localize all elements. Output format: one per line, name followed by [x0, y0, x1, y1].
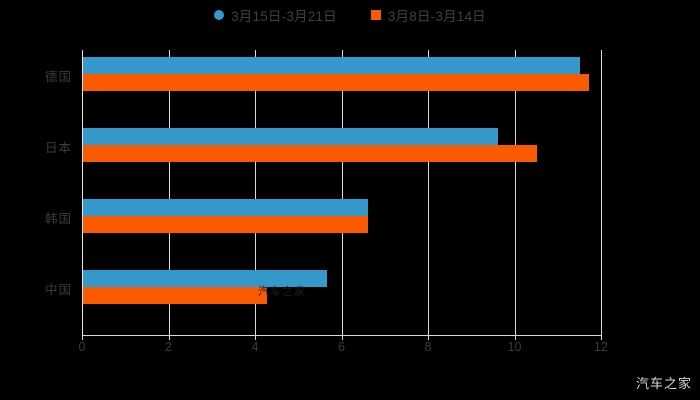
x-axis-tick-label: 8 — [424, 340, 432, 354]
gridline — [428, 50, 429, 335]
bar — [83, 73, 590, 91]
legend-item[interactable]: 3月15日-3月21日 — [214, 5, 337, 25]
legend-item[interactable]: 3月8日-3月14日 — [370, 5, 486, 25]
x-axis-tick-mark — [168, 335, 170, 340]
x-axis-tick-mark — [82, 335, 83, 340]
x-axis-tick-mark — [514, 335, 516, 340]
plot-area — [82, 50, 602, 335]
x-axis-tick-label: 12 — [594, 340, 608, 354]
x-axis-tick-label: 4 — [251, 340, 259, 354]
circle-marker-icon — [214, 10, 225, 20]
bar — [83, 199, 369, 217]
chart-legend: 3月15日-3月21日 3月8日-3月14日 — [0, 0, 700, 30]
bar — [83, 270, 328, 288]
x-axis-tick-label: 6 — [338, 340, 345, 354]
gridline — [168, 50, 170, 335]
gridline — [601, 50, 602, 335]
gridline — [514, 50, 516, 335]
legend-item-label: 3月15日-3月21日 — [231, 9, 337, 24]
gridline — [255, 50, 256, 335]
gridline — [341, 50, 343, 335]
x-axis-tick-label: 10 — [507, 340, 522, 354]
legend-item-label: 3月8日-3月14日 — [387, 9, 486, 24]
watermark-corner: 汽车之家 — [635, 376, 692, 391]
y-axis-tick-label: 中国 — [44, 283, 72, 298]
y-axis-line — [82, 50, 83, 335]
y-axis-category-labels: 德国 日本 韩国 中国 — [0, 50, 72, 335]
y-axis-tick-label: 韩国 — [44, 212, 72, 227]
square-marker-icon — [370, 10, 381, 20]
x-axis-tick-mark — [255, 335, 256, 340]
bar — [83, 287, 267, 305]
bar — [83, 127, 499, 145]
bar — [83, 56, 581, 74]
x-axis-tick-mark — [341, 335, 343, 340]
x-axis-tick-label: 2 — [165, 340, 172, 354]
x-axis-tick-mark — [428, 335, 429, 340]
x-axis-tick-label: 0 — [78, 340, 86, 354]
y-axis-tick-label: 日本 — [44, 140, 72, 155]
x-axis-tick-mark — [601, 335, 602, 340]
bar — [83, 216, 369, 234]
y-axis-tick-label: 德国 — [44, 69, 72, 84]
bar — [83, 144, 538, 162]
